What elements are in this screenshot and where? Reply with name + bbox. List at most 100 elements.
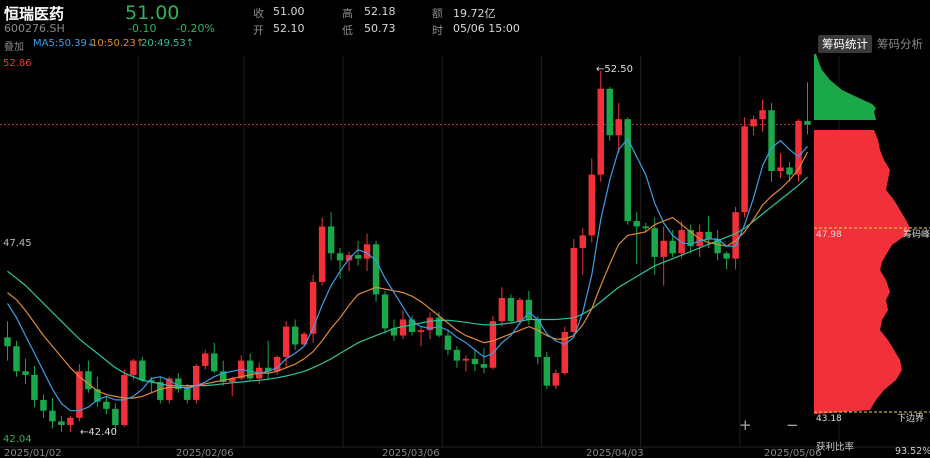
ma20-line [7, 176, 808, 387]
candle-body [372, 244, 380, 295]
candle-body [130, 360, 137, 375]
overlay-button[interactable]: 叠加 [4, 42, 24, 53]
ma5-readout: MA5:50.39↓ [33, 38, 96, 49]
candle-body [678, 230, 685, 254]
quote-label-amount: 额 [432, 7, 443, 20]
candle-body [13, 346, 20, 372]
candle-body [40, 399, 47, 411]
quote-value-high: 52.18 [364, 5, 396, 18]
candle-body [768, 110, 775, 172]
candle-body [94, 389, 101, 402]
chip-loss-area [814, 54, 876, 120]
candle-body [480, 364, 488, 368]
x-tick-label: 2025/04/03 [586, 448, 644, 458]
candle-body [525, 299, 533, 320]
candle-body [498, 297, 506, 322]
candle-body [624, 119, 631, 222]
moving-averages [6, 137, 809, 412]
candle-body [651, 228, 658, 257]
tab-chip-analysis[interactable]: 筹码分析 [877, 37, 923, 51]
candle-body [642, 226, 649, 229]
candle-body [714, 238, 721, 254]
candle-body [579, 235, 587, 248]
candle-body [534, 319, 542, 358]
candle-body [705, 231, 712, 239]
candle-body [471, 358, 479, 365]
candle-body [453, 349, 461, 361]
chip-lower-value: 43.18 [816, 414, 842, 424]
candle-body [426, 317, 434, 331]
quote-label-close: 收 [253, 7, 264, 20]
chart-grid [0, 56, 930, 448]
candle-body [228, 378, 236, 383]
candle-body [597, 88, 604, 175]
annotation-low: ←42.40 [80, 427, 117, 438]
ma10-line [7, 151, 809, 399]
candle-body [687, 230, 694, 247]
candle-body [750, 119, 757, 127]
quote-value-amount: 19.72亿 [453, 7, 496, 20]
zoom-in-button[interactable]: + [739, 416, 752, 434]
candle-body [723, 253, 730, 259]
candle-body [300, 333, 308, 345]
candle-body [193, 365, 200, 400]
candle-body [345, 255, 353, 261]
candle-body [390, 328, 398, 336]
candle-body [570, 247, 578, 332]
candle-body [561, 331, 569, 374]
candle-body [85, 371, 92, 390]
x-axis-labels: 2025/01/02 2025/02/06 2025/03/06 2025/04/03… [4, 448, 822, 458]
candle-body [139, 360, 146, 381]
chip-lower-label: 下边界 [897, 413, 924, 424]
stock-name: 恒瑞医药 [4, 5, 65, 23]
stock-code: 600276.SH [4, 22, 65, 35]
candle-body [606, 88, 613, 136]
candles [4, 70, 811, 433]
candle-body [795, 120, 802, 175]
candle-body [31, 374, 38, 400]
zoom-out-button[interactable]: − [786, 416, 799, 434]
candle-body [148, 380, 155, 383]
y-axis-max-label: 52.86 [3, 58, 32, 69]
x-tick-label: 2025/01/02 [4, 448, 62, 458]
ma5-line [6, 137, 808, 412]
quote-value-time: 05/06 15:00 [453, 22, 520, 35]
candle-body [157, 382, 164, 400]
candle-body [543, 357, 551, 386]
candle-body [786, 167, 793, 175]
candle-body [615, 119, 622, 136]
quote-label-open: 开 [253, 24, 264, 37]
profit-ratio-value: 93.52% [895, 446, 930, 457]
candle-body [741, 126, 748, 213]
candle-body [669, 240, 676, 254]
candle-body [273, 357, 281, 372]
candle-body [732, 212, 739, 259]
candle-body [417, 330, 425, 332]
price-change: -0.10 [128, 22, 157, 35]
quote-label-high: 高 [342, 7, 353, 20]
quote-value-close: 51.00 [273, 5, 305, 18]
candle-body [291, 326, 299, 345]
candle-body [282, 326, 290, 358]
candle-body [777, 167, 784, 172]
candle-body [67, 417, 74, 425]
chip-profit-area [814, 130, 910, 414]
candle-body [633, 221, 640, 227]
quote-value-low: 50.73 [364, 22, 396, 35]
chip-distribution [814, 54, 930, 414]
x-tick-label: 2025/03/06 [382, 448, 440, 458]
x-tick-label: 2025/05/06 [764, 448, 822, 458]
candle-body [804, 120, 811, 125]
y-axis-min-label: 42.04 [3, 434, 32, 445]
candle-body [175, 378, 182, 390]
price-change-pct: -0.20% [176, 22, 215, 35]
candle-body [327, 226, 335, 254]
tab-chip-stats[interactable]: 筹码统计 [818, 35, 872, 53]
candle-body [516, 299, 524, 322]
candle-body [49, 410, 56, 422]
candle-body [354, 255, 362, 259]
x-tick-label: 2025/02/06 [176, 448, 234, 458]
current-price: 51.00 [125, 2, 180, 24]
quote-label-time: 时 [432, 24, 443, 37]
